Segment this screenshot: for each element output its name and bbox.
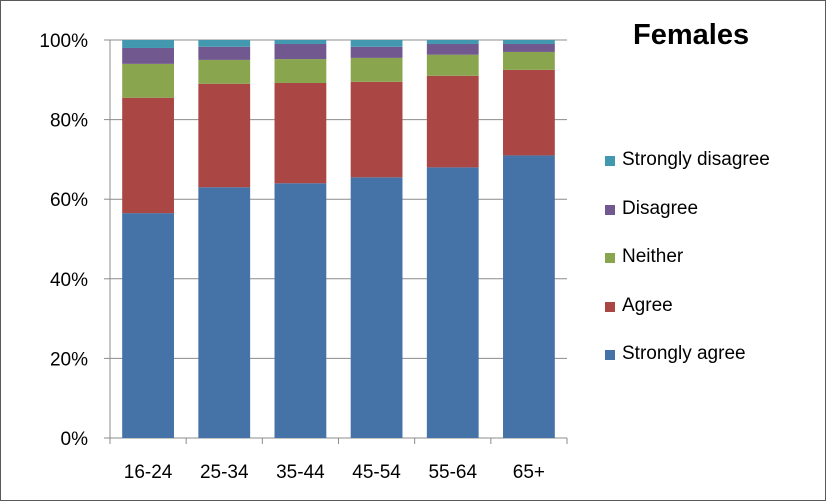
chart-title: Females [633, 19, 750, 51]
x-tick-label: 45-54 [352, 462, 401, 483]
bar-segment [503, 40, 555, 44]
bar-segment [503, 69, 555, 156]
y-tick-label: 80% [50, 111, 88, 132]
legend-swatch [605, 204, 615, 215]
bar-segment [198, 59, 251, 84]
bar-segment [198, 46, 251, 60]
bar-segment [426, 54, 479, 76]
x-tick-label: 25-34 [200, 462, 249, 483]
bar-segment [274, 183, 327, 438]
bar-segment [122, 47, 174, 64]
legend: Strongly disagree Disagree Neither Agree Str… [605, 149, 820, 394]
legend-item: Disagree [605, 197, 820, 249]
bar-segment [350, 177, 403, 438]
bar-segment [350, 46, 403, 58]
x-tick-label: 16-24 [124, 462, 173, 483]
bar-segment [198, 83, 251, 188]
x-tick-label: 65+ [513, 462, 545, 483]
bar-segment [426, 167, 479, 439]
legend-label: Strongly agree [622, 343, 746, 364]
y-tick-label: 100% [39, 31, 88, 52]
bar-segment [122, 213, 174, 438]
x-tick-label: 55-64 [428, 462, 477, 483]
bar-segment [503, 51, 555, 70]
bar-segment [274, 40, 327, 44]
y-tick-label: 20% [50, 349, 88, 370]
legend-label: Agree [622, 294, 673, 316]
bar-segment [426, 75, 479, 168]
legend-swatch [605, 253, 615, 263]
bar-segment [503, 155, 555, 439]
legend-label: Disagree [622, 197, 699, 219]
legend-swatch [605, 301, 615, 312]
bar-segment [426, 43, 479, 55]
y-tick-label: 40% [50, 270, 88, 291]
bar-segment [122, 97, 174, 214]
legend-label: Strongly disagree [622, 149, 770, 170]
legend-item: Neither [605, 246, 820, 297]
legend-swatch [605, 350, 615, 360]
legend-item: Strongly disagree [605, 149, 820, 200]
bar-segment [426, 40, 479, 44]
y-tick-label: 60% [50, 190, 88, 211]
legend-label: Neither [622, 246, 684, 267]
bar-segment [198, 40, 251, 47]
legend-item: Strongly agree [605, 343, 820, 394]
bar-segment [350, 81, 403, 178]
bar-segment [503, 43, 555, 52]
bar-segment [350, 57, 403, 82]
bar-segment [274, 43, 327, 60]
legend-swatch [605, 156, 615, 166]
bar-segment [122, 63, 174, 98]
bar-segment [350, 40, 403, 47]
bar-segment [198, 187, 251, 438]
bar-segment [274, 59, 327, 83]
x-tick-label: 35-44 [276, 462, 325, 483]
bar-segment [122, 40, 174, 48]
legend-item: Agree [605, 294, 820, 346]
bar-segment [274, 82, 327, 184]
y-tick-label: 0% [61, 429, 89, 450]
